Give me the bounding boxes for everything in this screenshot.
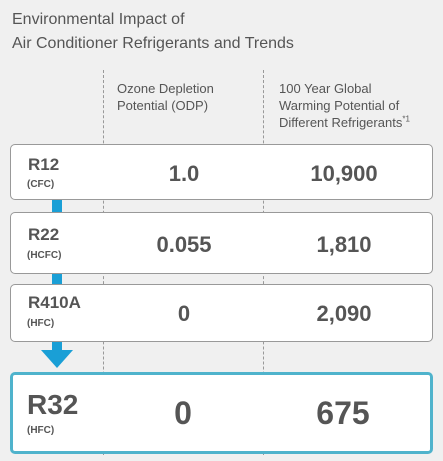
connector-bar: [52, 200, 62, 212]
refrigerant-code: R410A: [28, 293, 81, 312]
column-header-odp: Ozone Depletion Potential (ODP): [117, 81, 214, 113]
refrigerant-code: R32: [27, 389, 79, 420]
column-header-gwp: 100 Year Global Warming Potential of Dif…: [279, 81, 410, 130]
refrigerant-code: R12: [28, 155, 60, 174]
odp-value: 0.055: [156, 232, 212, 257]
refrigerant-row-r12: R12 (CFC) 1.0 10,900: [10, 144, 433, 200]
title-line-2: Air Conditioner Refrigerants and Trends: [12, 35, 294, 52]
connector-bar: [52, 342, 62, 350]
refrigerant-type: (HFC): [27, 425, 55, 436]
arrow-down-icon: [41, 350, 73, 368]
refrigerant-row-r32-highlighted: R32 (HFC) 0 675: [10, 372, 433, 454]
odp-value: 1.0: [168, 161, 200, 186]
title-line-1: Environmental Impact of: [12, 11, 185, 28]
refrigerant-type: (HFC): [27, 318, 55, 329]
odp-value: 0: [177, 301, 191, 326]
odp-value: 0: [174, 395, 192, 431]
footnote-marker: *1: [402, 114, 410, 124]
refrigerant-code: R22: [28, 225, 60, 244]
refrigerant-type: (CFC): [27, 179, 55, 190]
gwp-value: 2,090: [316, 301, 372, 326]
gwp-value: 10,900: [310, 161, 378, 186]
refrigerant-row-r410a: R410A (HFC) 0 2,090: [10, 284, 433, 342]
gwp-value: 675: [316, 395, 370, 431]
page-title: Environmental Impact of Air Conditioner …: [12, 8, 294, 56]
refrigerant-type: (HCFC): [27, 250, 62, 261]
connector-bar: [52, 274, 62, 284]
refrigerant-row-r22: R22 (HCFC) 0.055 1,810: [10, 212, 433, 274]
gwp-value: 1,810: [316, 232, 372, 257]
